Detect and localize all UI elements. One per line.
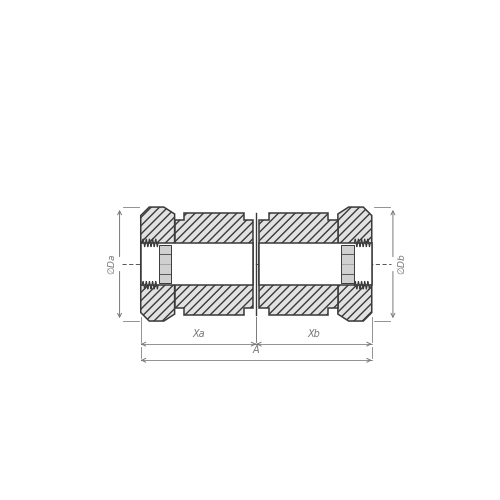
- Text: $\varnothing$Db: $\varnothing$Db: [396, 253, 407, 275]
- Polygon shape: [174, 213, 253, 316]
- Text: A: A: [253, 345, 260, 355]
- Text: Xa: Xa: [192, 328, 205, 338]
- Text: $\varnothing$Da: $\varnothing$Da: [106, 253, 117, 275]
- Bar: [141, 243, 253, 285]
- Polygon shape: [141, 207, 174, 321]
- Bar: [159, 245, 171, 284]
- Bar: [260, 243, 372, 285]
- Polygon shape: [338, 207, 372, 321]
- Polygon shape: [260, 213, 338, 316]
- Bar: [342, 245, 353, 284]
- Text: Xb: Xb: [308, 328, 320, 338]
